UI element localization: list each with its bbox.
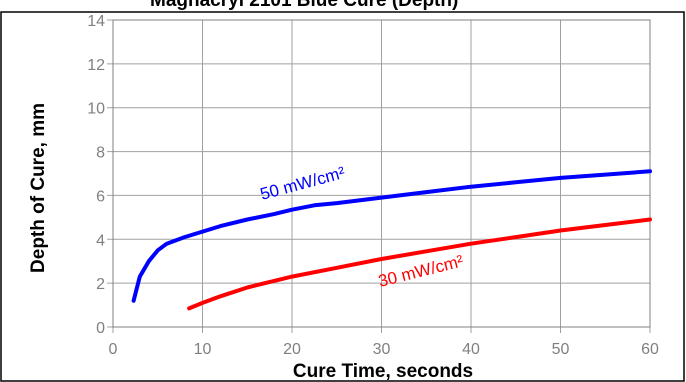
y-axis-ticks: 0 2 4 6 8 10 12 14 bbox=[87, 13, 105, 337]
y-tick-label: 12 bbox=[87, 57, 105, 74]
x-tick-label: 10 bbox=[194, 341, 212, 358]
x-axis-title: Cure Time, seconds bbox=[293, 361, 473, 382]
plot-frame bbox=[112, 19, 651, 328]
y-tick-label: 2 bbox=[96, 276, 105, 293]
x-tick-label: 50 bbox=[552, 341, 570, 358]
x-tick-label: 30 bbox=[373, 341, 391, 358]
figure-border bbox=[0, 11, 685, 382]
x-tick-label: 60 bbox=[641, 341, 659, 358]
x-tick-label: 20 bbox=[283, 341, 301, 358]
y-tick-label: 0 bbox=[96, 320, 105, 337]
y-axis-title: Depth of Cure, mm bbox=[28, 103, 49, 273]
y-tick-label: 14 bbox=[87, 13, 105, 30]
y-tick-label: 8 bbox=[96, 145, 105, 162]
x-tick-label: 0 bbox=[109, 341, 118, 358]
chart-title: Magnacryl 2101 Blue Cure (Depth) bbox=[150, 0, 458, 11]
series-label-50: 50 mW/cm² bbox=[258, 163, 347, 204]
y-tick-label: 4 bbox=[96, 232, 105, 249]
series-lines bbox=[131, 169, 652, 311]
x-axis-ticks: 0 10 20 30 40 50 60 bbox=[109, 341, 659, 358]
x-tick-label: 40 bbox=[462, 341, 480, 358]
grid-lines bbox=[107, 19, 651, 333]
y-tick-label: 10 bbox=[87, 101, 105, 118]
series-line-0 bbox=[131, 169, 652, 303]
series-line-1 bbox=[187, 217, 652, 311]
y-tick-label: 6 bbox=[96, 188, 105, 205]
